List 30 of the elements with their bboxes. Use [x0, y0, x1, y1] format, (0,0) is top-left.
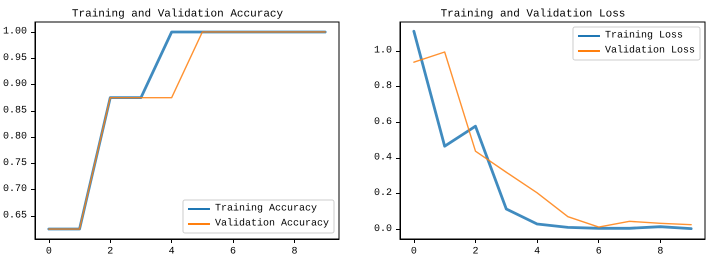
- legend-label: Validation Accuracy: [214, 218, 330, 230]
- y-tick-label: 0.0: [374, 224, 392, 235]
- x-tick-label: 8: [291, 246, 298, 258]
- x-tick-label: 2: [107, 246, 114, 258]
- y-tick-label: 0.95: [2, 52, 28, 64]
- y-tick-label: 0.6: [374, 116, 392, 128]
- y-tick-label: 1.0: [374, 45, 392, 56]
- chart-title: Training and Validation Accuracy: [72, 8, 284, 20]
- y-tick-label: 0.75: [2, 158, 28, 169]
- y-tick-label: 0.90: [2, 79, 28, 90]
- y-tick-label: 0.8: [374, 81, 392, 92]
- x-tick-label: 6: [230, 246, 236, 258]
- x-tick-label: 6: [596, 246, 602, 258]
- y-tick-label: 1.00: [2, 26, 28, 38]
- y-tick-label: 0.85: [2, 105, 28, 116]
- x-tick-label: 0: [410, 246, 417, 258]
- x-tick-label: 4: [168, 246, 175, 258]
- y-tick-label: 0.4: [374, 152, 392, 164]
- legend-label: Training Accuracy: [214, 202, 318, 214]
- legend-label: Validation Loss: [604, 44, 695, 56]
- x-tick-label: 8: [657, 246, 664, 258]
- chart-title: Training and Validation Loss: [440, 8, 626, 20]
- x-tick-label: 2: [472, 246, 478, 258]
- x-tick-label: 0: [46, 246, 52, 258]
- y-tick-label: 0.65: [2, 210, 28, 222]
- y-tick-label: 0.2: [374, 188, 392, 200]
- x-tick-label: 4: [534, 246, 540, 258]
- legend-label: Training Loss: [604, 30, 683, 42]
- y-tick-label: 0.80: [2, 132, 28, 143]
- y-tick-label: 0.70: [2, 184, 28, 196]
